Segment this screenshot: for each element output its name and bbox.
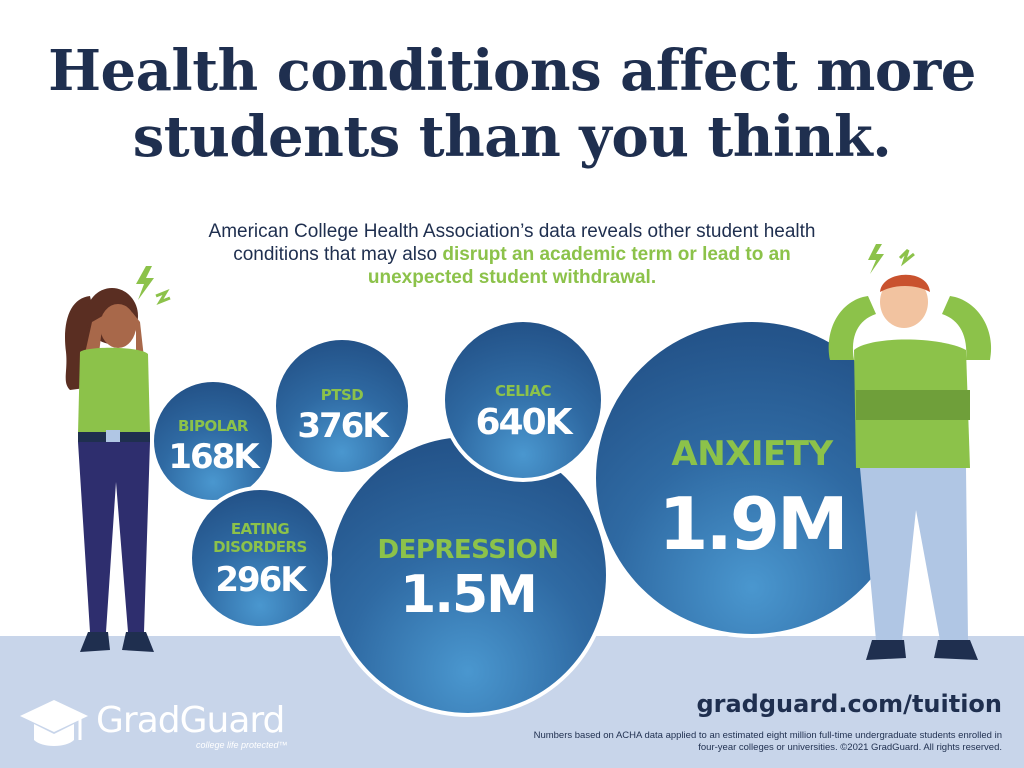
bubble-bipolar-label: BIPOLAR xyxy=(178,417,248,435)
bubble-celiac: CELIAC 640K xyxy=(441,318,605,482)
bubble-celiac-value: 640K xyxy=(475,402,572,443)
bubble-eating-disorders: EATING DISORDERS 296K xyxy=(188,486,332,630)
bubble-bipolar-value: 168K xyxy=(168,437,259,477)
bubble-celiac-label: CELIAC xyxy=(494,382,552,400)
stress-lightning-icon xyxy=(136,266,171,306)
footer-note: Numbers based on ACHA data applied to an… xyxy=(533,730,1002,753)
subtitle: American College Health Association’s da… xyxy=(180,220,844,289)
subtitle-highlight: disrupt an academic term or lead to an u… xyxy=(367,244,791,288)
gradguard-logo: GradGuard college life protected™ xyxy=(18,690,328,760)
bubble-eating-label-line-2: DISORDERS xyxy=(213,538,307,556)
title-line-1: Health conditions affect more xyxy=(48,38,976,104)
bubble-eating-label-line-1: EATING xyxy=(230,520,290,538)
bubble-depression-label: DEPRESSION xyxy=(377,535,560,565)
graduation-cap-icon xyxy=(20,700,88,746)
page-title: Health conditions affect more students t… xyxy=(0,38,1024,170)
title-line-2: students than you think. xyxy=(132,104,892,170)
bubble-ptsd: PTSD 376K xyxy=(272,336,412,476)
bubble-anxiety-value: 1.9M xyxy=(658,482,848,566)
stressed-man-illustration xyxy=(828,244,992,660)
bubble-ptsd-label: PTSD xyxy=(320,386,364,404)
footer-url: gradguard.com/tuition xyxy=(696,690,1002,718)
subtitle-text: American College Health Association’s da… xyxy=(208,221,816,265)
bubble-anxiety-label: ANXIETY xyxy=(671,434,833,474)
bubble-bipolar: BIPOLAR 168K xyxy=(150,378,276,504)
bubble-ptsd-value: 376K xyxy=(297,406,388,446)
bubble-depression: DEPRESSION 1.5M xyxy=(326,433,610,717)
logo-tagline: college life protected™ xyxy=(196,740,288,750)
stress-lightning-icon xyxy=(868,244,915,274)
bubble-eating-disorders-label: EATING DISORDERS xyxy=(192,520,328,556)
stressed-woman-illustration xyxy=(65,266,171,652)
bubble-eating-disorders-value: 296K xyxy=(215,560,306,600)
bubble-depression-value: 1.5M xyxy=(400,565,538,625)
logo-brand: GradGuard xyxy=(96,700,285,741)
